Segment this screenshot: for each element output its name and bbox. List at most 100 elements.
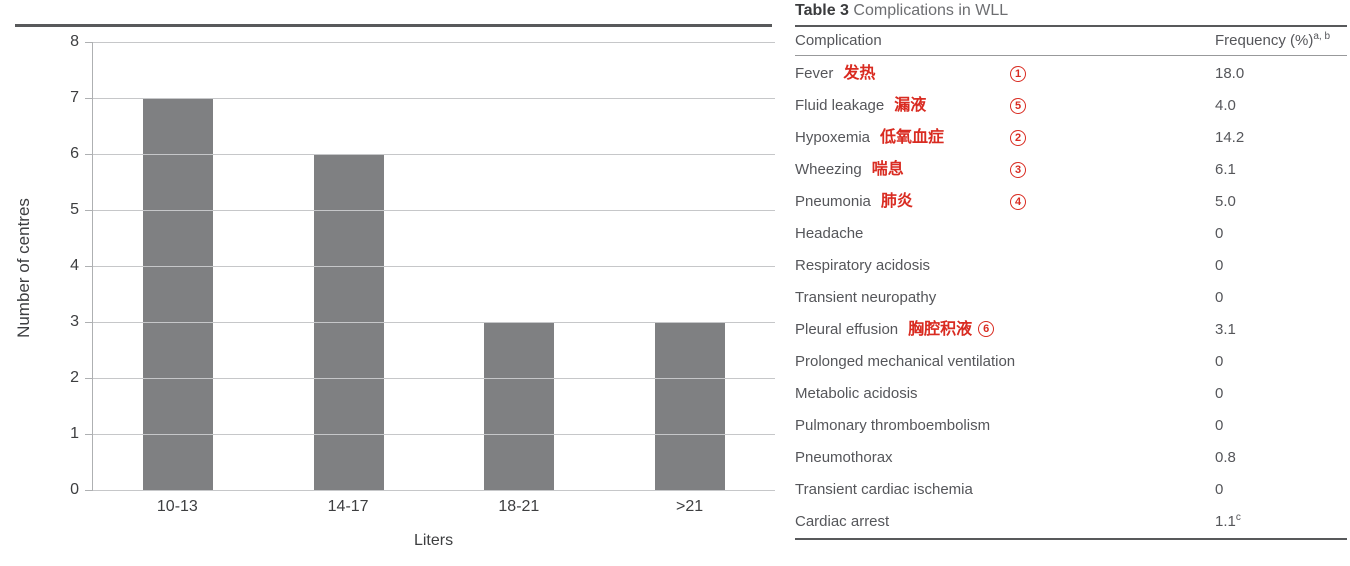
table-row: Metabolic acidosis 0 [795,378,1347,410]
frequency-value: 0 [1215,481,1224,498]
bar [484,322,555,490]
complication-name: Prolonged mechanical ventilation [795,353,1016,370]
table-row: Prolonged mechanical ventilation 0 [795,346,1347,378]
complication-name: Pleural effusion [795,321,899,338]
circled-number-marker: 6 [978,321,995,338]
table-row: Pneumonia 肺炎 4 5.0 [795,186,1347,218]
table-row: Pleural effusion 胸腔积液 6 3.1 [795,314,1347,346]
bar-slot [605,42,776,490]
frequency-value: 0 [1215,257,1224,274]
table-header-rule [795,55,1347,56]
column-header-frequency-label: Frequency (%) [1215,32,1314,49]
complication-annotation-chinese: 胸腔积液 [908,321,973,338]
complication-name: Transient cardiac ischemia [795,481,973,498]
x-axis-tick-label: 18-21 [498,498,540,515]
frequency-value: 4.0 [1215,97,1236,114]
y-axis-tick [85,154,93,155]
y-axis-tick [85,42,93,43]
table-header-row: Complication Frequency (%)a, b [795,30,1347,54]
frequency-value: 6.1 [1215,161,1236,178]
complication-name: Transient neuropathy [795,289,937,306]
table-row: Pneumothorax 0.8 [795,442,1347,474]
column-header-complication: Complication [795,32,882,49]
y-axis-tick-label: 5 [70,201,79,218]
complication-name: Metabolic acidosis [795,385,918,402]
frequency-value: 3.1 [1215,321,1236,338]
complication-annotation-chinese: 漏液 [894,97,927,114]
table-title-rule [795,25,1347,27]
table-row: Pulmonary thromboembolism 0 [795,410,1347,442]
table-row: Hypoxemia 低氧血症 2 14.2 [795,122,1347,154]
marker-column: 3 [1010,154,1026,186]
marker-column: 2 [1010,122,1026,154]
y-axis-tick-label: 7 [70,89,79,106]
table-row: Transient cardiac ischemia 0 [795,474,1347,506]
complication-annotation-chinese: 发热 [843,65,876,82]
x-axis-tick-label: 10-13 [156,498,198,515]
bar-slot [434,42,605,490]
y-axis-tick [85,490,93,491]
chart-top-rule [15,24,772,27]
y-axis-title: Number of centres [14,198,33,338]
circled-number-marker: 4 [1010,194,1026,211]
complication-annotation-chinese: 喘息 [871,161,904,178]
table-row: Cardiac arrest 1.1c [795,506,1347,538]
gridline [93,154,775,155]
bar [654,322,725,490]
circled-number-marker: 2 [1010,130,1026,147]
x-axis-tick-labels: 10-13 14-17 18-21 >21 [92,498,775,516]
bar-slot [93,42,264,490]
bar [143,98,214,490]
y-axis-tick-label: 0 [70,481,79,498]
circled-number-marker: 5 [1010,98,1026,115]
x-axis-tick-label: 14-17 [327,498,369,515]
table-row: Respiratory acidosis 0 [795,250,1347,282]
frequency-value: 0 [1215,385,1224,402]
frequency-superscript: c [1235,512,1241,523]
complication-name: Respiratory acidosis [795,257,931,274]
y-axis-tick-label: 6 [70,145,79,162]
y-axis-tick-label: 2 [70,369,79,386]
y-axis-tick [85,378,93,379]
gridline [93,98,775,99]
y-axis-tick-label: 1 [70,425,79,442]
bar-chart-panel: Number of centres 0 1 2 3 4 5 6 7 8 10-13 14-17 18… [14,24,776,549]
gridline [93,210,775,211]
column-header-frequency-superscript: a, b [1313,31,1331,42]
y-axis-tick [85,98,93,99]
circled-number-marker: 1 [1010,66,1026,83]
marker-column: 1 [1010,58,1026,90]
y-axis-tick-label: 8 [70,33,79,50]
gridline [93,434,775,435]
complication-name: Pulmonary thromboembolism [795,417,991,434]
marker-column: 5 [1010,90,1026,122]
table-row: Transient neuropathy 0 [795,282,1347,314]
complication-name: Fever [795,65,834,82]
complication-name: Cardiac arrest [795,513,890,530]
y-axis-tick-label: 4 [70,257,79,274]
circled-number-marker: 3 [1010,162,1026,179]
y-axis-tick [85,210,93,211]
gridline [93,378,775,379]
y-axis-tick-label: 3 [70,313,79,330]
table-title: Table 3 Complications in WLL [795,2,1008,20]
complication-name: Wheezing [795,161,862,178]
table-row: Headache 0 [795,218,1347,250]
complication-name: Pneumonia [795,193,871,210]
table-rows: Fever 发热 1 18.0 Fluid leakage 漏液 5 4.0 Hypoxemia… [795,58,1347,538]
frequency-value: 0 [1215,225,1224,242]
complication-name: Fluid leakage [795,97,885,114]
complications-table: Table 3 Complications in WLL Complicatio… [795,0,1347,566]
frequency-value: 18.0 [1215,65,1245,82]
gridline [93,266,775,267]
gridline [93,42,775,43]
table-title-number: Table 3 [795,2,849,19]
frequency-value: 0 [1215,353,1224,370]
complication-annotation-chinese: 肺炎 [880,193,913,210]
gridline [93,322,775,323]
frequency-value: 1.1c [1215,512,1241,531]
frequency-value: 0.8 [1215,449,1236,466]
table-title-text: Complications in WLL [853,2,1009,19]
y-axis-tick [85,322,93,323]
